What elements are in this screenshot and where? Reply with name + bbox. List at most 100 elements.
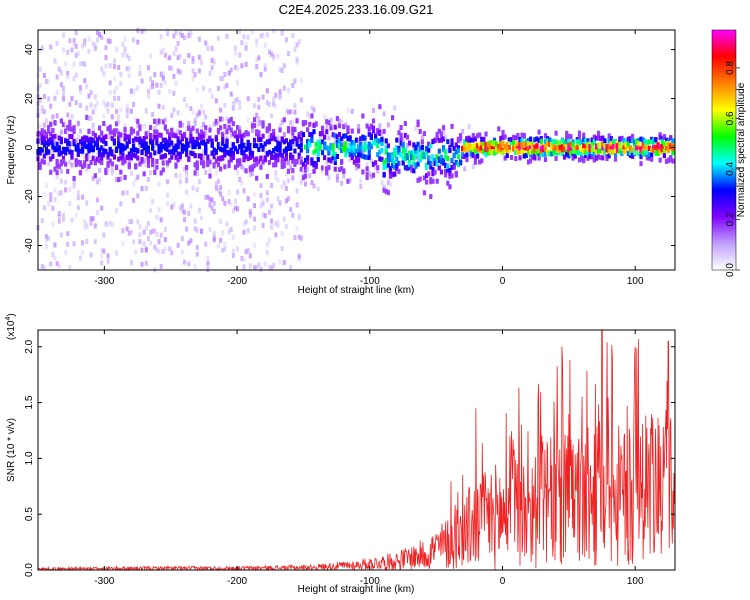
- spectrogram-cell: [448, 173, 452, 179]
- spectrogram-cell: [159, 49, 163, 55]
- spectrogram-cell: [267, 159, 272, 165]
- spectrogram-cell: [622, 145, 626, 151]
- spectrogram-cell: [284, 198, 288, 204]
- spectrogram-cell: [395, 162, 399, 168]
- spectrogram-cell: [61, 212, 65, 218]
- spectrogram-cell: [189, 32, 193, 38]
- spectrogram-cell: [87, 163, 91, 169]
- spectrogram-cell: [131, 128, 136, 134]
- spectrogram-cell: [240, 164, 244, 170]
- spectrogram-cell: [223, 71, 227, 77]
- spectrogram-cell: [501, 150, 505, 156]
- spectrogram-cell: [44, 131, 49, 137]
- colorbar-tick-label: 0.0: [725, 263, 736, 277]
- spectrogram-cell: [153, 72, 157, 78]
- spectrogram-cell: [278, 200, 282, 206]
- spectrogram-cell: [669, 157, 673, 163]
- spectrogram-cell: [223, 246, 227, 252]
- spectrogram-cell: [144, 141, 148, 147]
- spectrogram-cell: [89, 115, 93, 121]
- spectrogram-cell: [114, 121, 119, 127]
- spectrogram-cell: [293, 135, 297, 141]
- spectrogram-cell: [214, 185, 218, 191]
- spectrogram-cell: [153, 244, 157, 250]
- spectrogram-cell: [42, 122, 46, 128]
- spectrogram-cell: [131, 138, 136, 144]
- spectrogram-cell: [47, 149, 51, 155]
- spectrogram-cell: [579, 156, 584, 162]
- spectrogram-cell: [144, 131, 148, 137]
- spectrogram-cell: [117, 131, 121, 137]
- spectrogram-cell: [89, 252, 93, 258]
- spectrogram-cell: [246, 96, 250, 102]
- spectrogram-cell: [395, 156, 399, 162]
- spectrogram-cell: [176, 128, 180, 134]
- spectrogram-cell: [138, 239, 142, 245]
- spectrogram-cell: [609, 150, 613, 156]
- spectrogram-cell: [488, 149, 492, 155]
- spectrogram-cell: [270, 224, 274, 230]
- spectrogram-cell: [204, 241, 208, 247]
- spectrogram-cell: [157, 181, 161, 187]
- spectrogram-x-ticks: -300 -200 -100 0 100: [94, 30, 644, 287]
- spectrogram-cell: [299, 179, 303, 185]
- spectrogram-cell: [208, 124, 212, 130]
- spectrogram-cell: [346, 141, 350, 147]
- spectrogram-cell: [393, 171, 397, 177]
- spectrogram-cell: [242, 132, 246, 138]
- spectrogram-cell: [342, 168, 346, 174]
- spectrogram-cell: [216, 127, 221, 133]
- spectrogram-cell: [38, 161, 42, 167]
- spectrogram-cell: [546, 140, 550, 146]
- spectrogram-cell: [403, 165, 407, 171]
- spectrogram-cell: [102, 232, 106, 238]
- spectrogram-cell: [42, 72, 46, 78]
- spectrogram-cell: [475, 148, 480, 154]
- spectrogram-cell: [121, 154, 125, 160]
- spectrogram-cell: [365, 172, 369, 178]
- spectrogram-cell: [95, 37, 99, 43]
- spectrogram-cell: [269, 155, 274, 161]
- spectrogram-cell: [550, 139, 554, 145]
- spectrogram-cell: [55, 147, 59, 153]
- spectrogram-cell: [454, 159, 458, 165]
- spectrogram-cell: [180, 249, 184, 255]
- spectrogram-cell: [195, 128, 199, 134]
- spectrogram-cell: [206, 194, 210, 200]
- spectrogram-cell: [131, 147, 136, 153]
- spectrogram-cell: [357, 157, 361, 163]
- spectrogram-cell: [382, 187, 386, 193]
- spectrogram-cell: [223, 123, 227, 129]
- spectrogram-cell: [187, 125, 191, 131]
- spectrogram-cell: [108, 80, 112, 86]
- spectrogram-cell: [418, 146, 422, 152]
- spectrogram-cell: [327, 157, 331, 163]
- spectrogram-cell: [365, 154, 369, 160]
- spectrogram-cell: [178, 120, 182, 126]
- spectrogram-cell: [199, 160, 204, 166]
- spectrogram-cell: [263, 148, 267, 154]
- spectrogram-cell: [163, 117, 167, 123]
- spectrogram-cell: [512, 140, 516, 146]
- spectrogram-cell: [297, 134, 301, 140]
- spectrogram-cell: [187, 52, 191, 58]
- spectrogram-cell: [195, 227, 199, 233]
- spectrogram-cell: [461, 148, 465, 154]
- spectrogram-cell: [80, 136, 85, 142]
- spectrogram-cell: [112, 154, 117, 160]
- spectrogram-cell: [357, 163, 361, 169]
- spectrogram-cell: [227, 70, 231, 76]
- spectrogram-cell: [293, 103, 297, 109]
- spectrogram-cell: [100, 155, 104, 161]
- spectrogram-cell: [210, 65, 214, 71]
- spectrogram-cell: [270, 203, 274, 209]
- spectrogram-cell: [378, 122, 382, 128]
- spectrogram-cell: [47, 128, 51, 134]
- spectrogram-cell: [582, 132, 586, 138]
- spectrogram-cell: [212, 208, 216, 214]
- spectrogram-cell: [567, 133, 571, 139]
- spectrogram-cell: [157, 249, 161, 255]
- spectrogram-cell: [427, 147, 431, 153]
- spectrogram-cell: [287, 51, 291, 57]
